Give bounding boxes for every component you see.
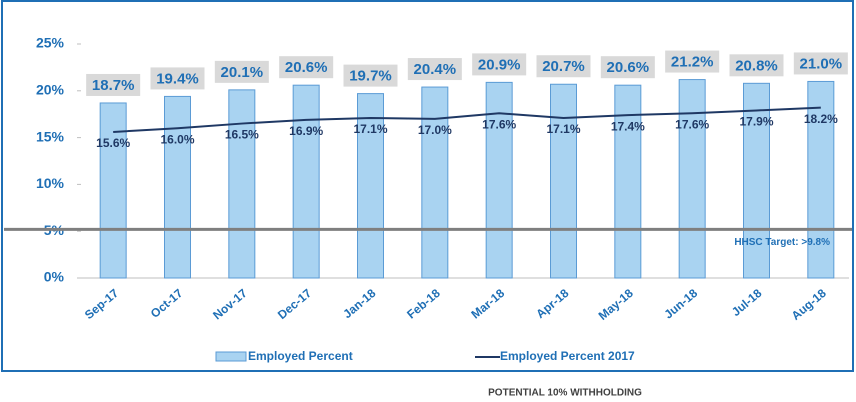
y-tick-label: 0% (44, 269, 65, 285)
value-label-box (279, 56, 334, 79)
x-tick-label: Jan-18 (340, 286, 378, 321)
x-tick-label: Oct-17 (148, 286, 186, 321)
line (113, 106, 821, 133)
bar-value-label: 20.8% (735, 57, 778, 74)
x-tick-label: Jun-18 (661, 286, 700, 322)
bar-value-label: 20.9% (478, 56, 521, 73)
x-tick-label: Nov-17 (210, 286, 250, 323)
line-value-label: 17.1% (353, 122, 387, 136)
bar-value-label: 20.4% (414, 61, 457, 78)
bar (743, 82, 770, 279)
y-tick-label: 10% (36, 175, 65, 191)
bar (164, 95, 191, 279)
value-label-box (214, 60, 269, 83)
bar (357, 93, 384, 279)
value-label-box (536, 55, 591, 78)
bar (485, 81, 513, 279)
line-value-label: 18.2% (804, 112, 838, 126)
value-label-box (472, 53, 527, 76)
bar-value-label: 20.6% (607, 59, 650, 76)
bar (292, 84, 320, 279)
bar (807, 80, 835, 279)
value-label-box (600, 56, 655, 79)
value-label-box (150, 67, 205, 90)
line-value-label: 16.0% (160, 132, 194, 146)
line-value-label: 16.9% (289, 124, 323, 138)
bar (99, 102, 127, 279)
line-value-label: 17.6% (675, 117, 709, 131)
value-label-box (86, 73, 141, 96)
bar (614, 84, 642, 279)
line-value-label: 15.6% (96, 136, 130, 150)
x-tick-label: Apr-18 (533, 286, 571, 321)
bar (228, 89, 256, 279)
y-tick-label: 15% (36, 128, 65, 144)
value-label-box (793, 52, 848, 75)
legend-label: Employed Percent 2017 (500, 349, 635, 363)
x-tick-label: Aug-18 (789, 286, 829, 323)
x-tick-label: Sep-17 (82, 286, 121, 322)
bar-value-label: 20.1% (221, 64, 264, 81)
bar-value-label: 19.7% (349, 68, 392, 85)
x-tick-label: May-18 (596, 286, 636, 323)
line-value-label: 17.6% (482, 117, 516, 131)
legend-swatch (215, 351, 247, 362)
bar (421, 86, 449, 279)
line-value-label: 17.9% (739, 115, 773, 129)
chart-frame (1, 0, 854, 372)
value-label-box (407, 58, 462, 81)
x-tick-label: Jul-18 (729, 286, 765, 319)
x-tick-label: Dec-17 (275, 286, 314, 322)
y-tick-label: 25% (36, 35, 65, 51)
y-tick-label: 20% (36, 82, 65, 98)
annotation: HHSC Target: >9.8% (734, 237, 830, 248)
line-value-label: 17.1% (546, 122, 580, 136)
bar-value-label: 19.4% (156, 70, 199, 87)
value-label-box (343, 64, 398, 87)
bar-value-label: 20.7% (542, 58, 585, 75)
x-tick-label: Mar-18 (468, 286, 507, 322)
bar-value-label: 20.6% (285, 59, 328, 76)
bar (550, 83, 577, 279)
line-value-label: 17.0% (418, 123, 452, 137)
legend-label: Employed Percent (248, 349, 353, 363)
footer: POTENTIAL 10% WITHHOLDING (488, 388, 642, 399)
bar-value-label: 21.2% (671, 54, 714, 71)
value-label-box (729, 54, 784, 77)
bar-value-label: 18.7% (92, 77, 135, 94)
value-label-box (665, 50, 720, 73)
line-value-label: 17.4% (611, 119, 645, 133)
bar (678, 79, 706, 279)
bar-value-label: 21.0% (800, 55, 843, 72)
line-value-label: 16.5% (225, 128, 259, 142)
x-tick-label: Feb-18 (404, 286, 443, 322)
